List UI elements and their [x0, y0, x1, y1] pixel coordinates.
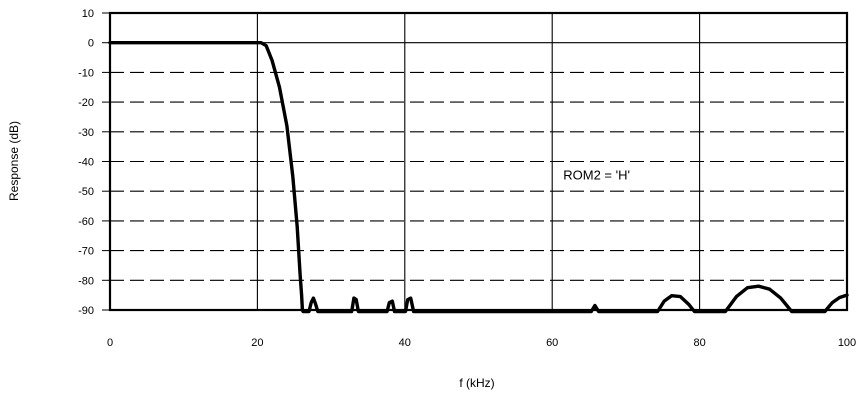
y-tick-label: -20 [78, 97, 94, 109]
y-tick-label: -80 [78, 275, 94, 287]
y-tick-label: 0 [88, 38, 94, 50]
y-tick-label: 10 [82, 8, 94, 20]
grid [110, 13, 847, 310]
y-tick-label: -70 [78, 246, 94, 258]
x-tick-label: 20 [251, 337, 263, 349]
y-tick-label: -10 [78, 67, 94, 79]
y-tick-label: -30 [78, 127, 94, 139]
x-tick-label: 60 [546, 337, 558, 349]
y-tick-label: -50 [78, 186, 94, 198]
y-tick-label: -40 [78, 157, 94, 169]
x-tick-label: 80 [693, 337, 705, 349]
x-tick-label: 100 [838, 337, 856, 349]
y-axis-ticks: 10 0 -10 -20 -30 -40 -50 -60 -70 -80 -90 [78, 8, 110, 317]
y-tick-label: -60 [78, 216, 94, 228]
x-tick-label: 0 [107, 337, 113, 349]
annotation-rom2: ROM2 = 'H' [563, 167, 630, 182]
x-axis-ticks: 0 20 40 60 80 100 [107, 337, 856, 349]
x-tick-label: 40 [399, 337, 411, 349]
x-axis-title: f (kHz) [459, 376, 494, 390]
response-curve [108, 41, 849, 314]
y-axis-title: Response (dB) [7, 121, 21, 201]
y-tick-label: -90 [78, 305, 94, 317]
